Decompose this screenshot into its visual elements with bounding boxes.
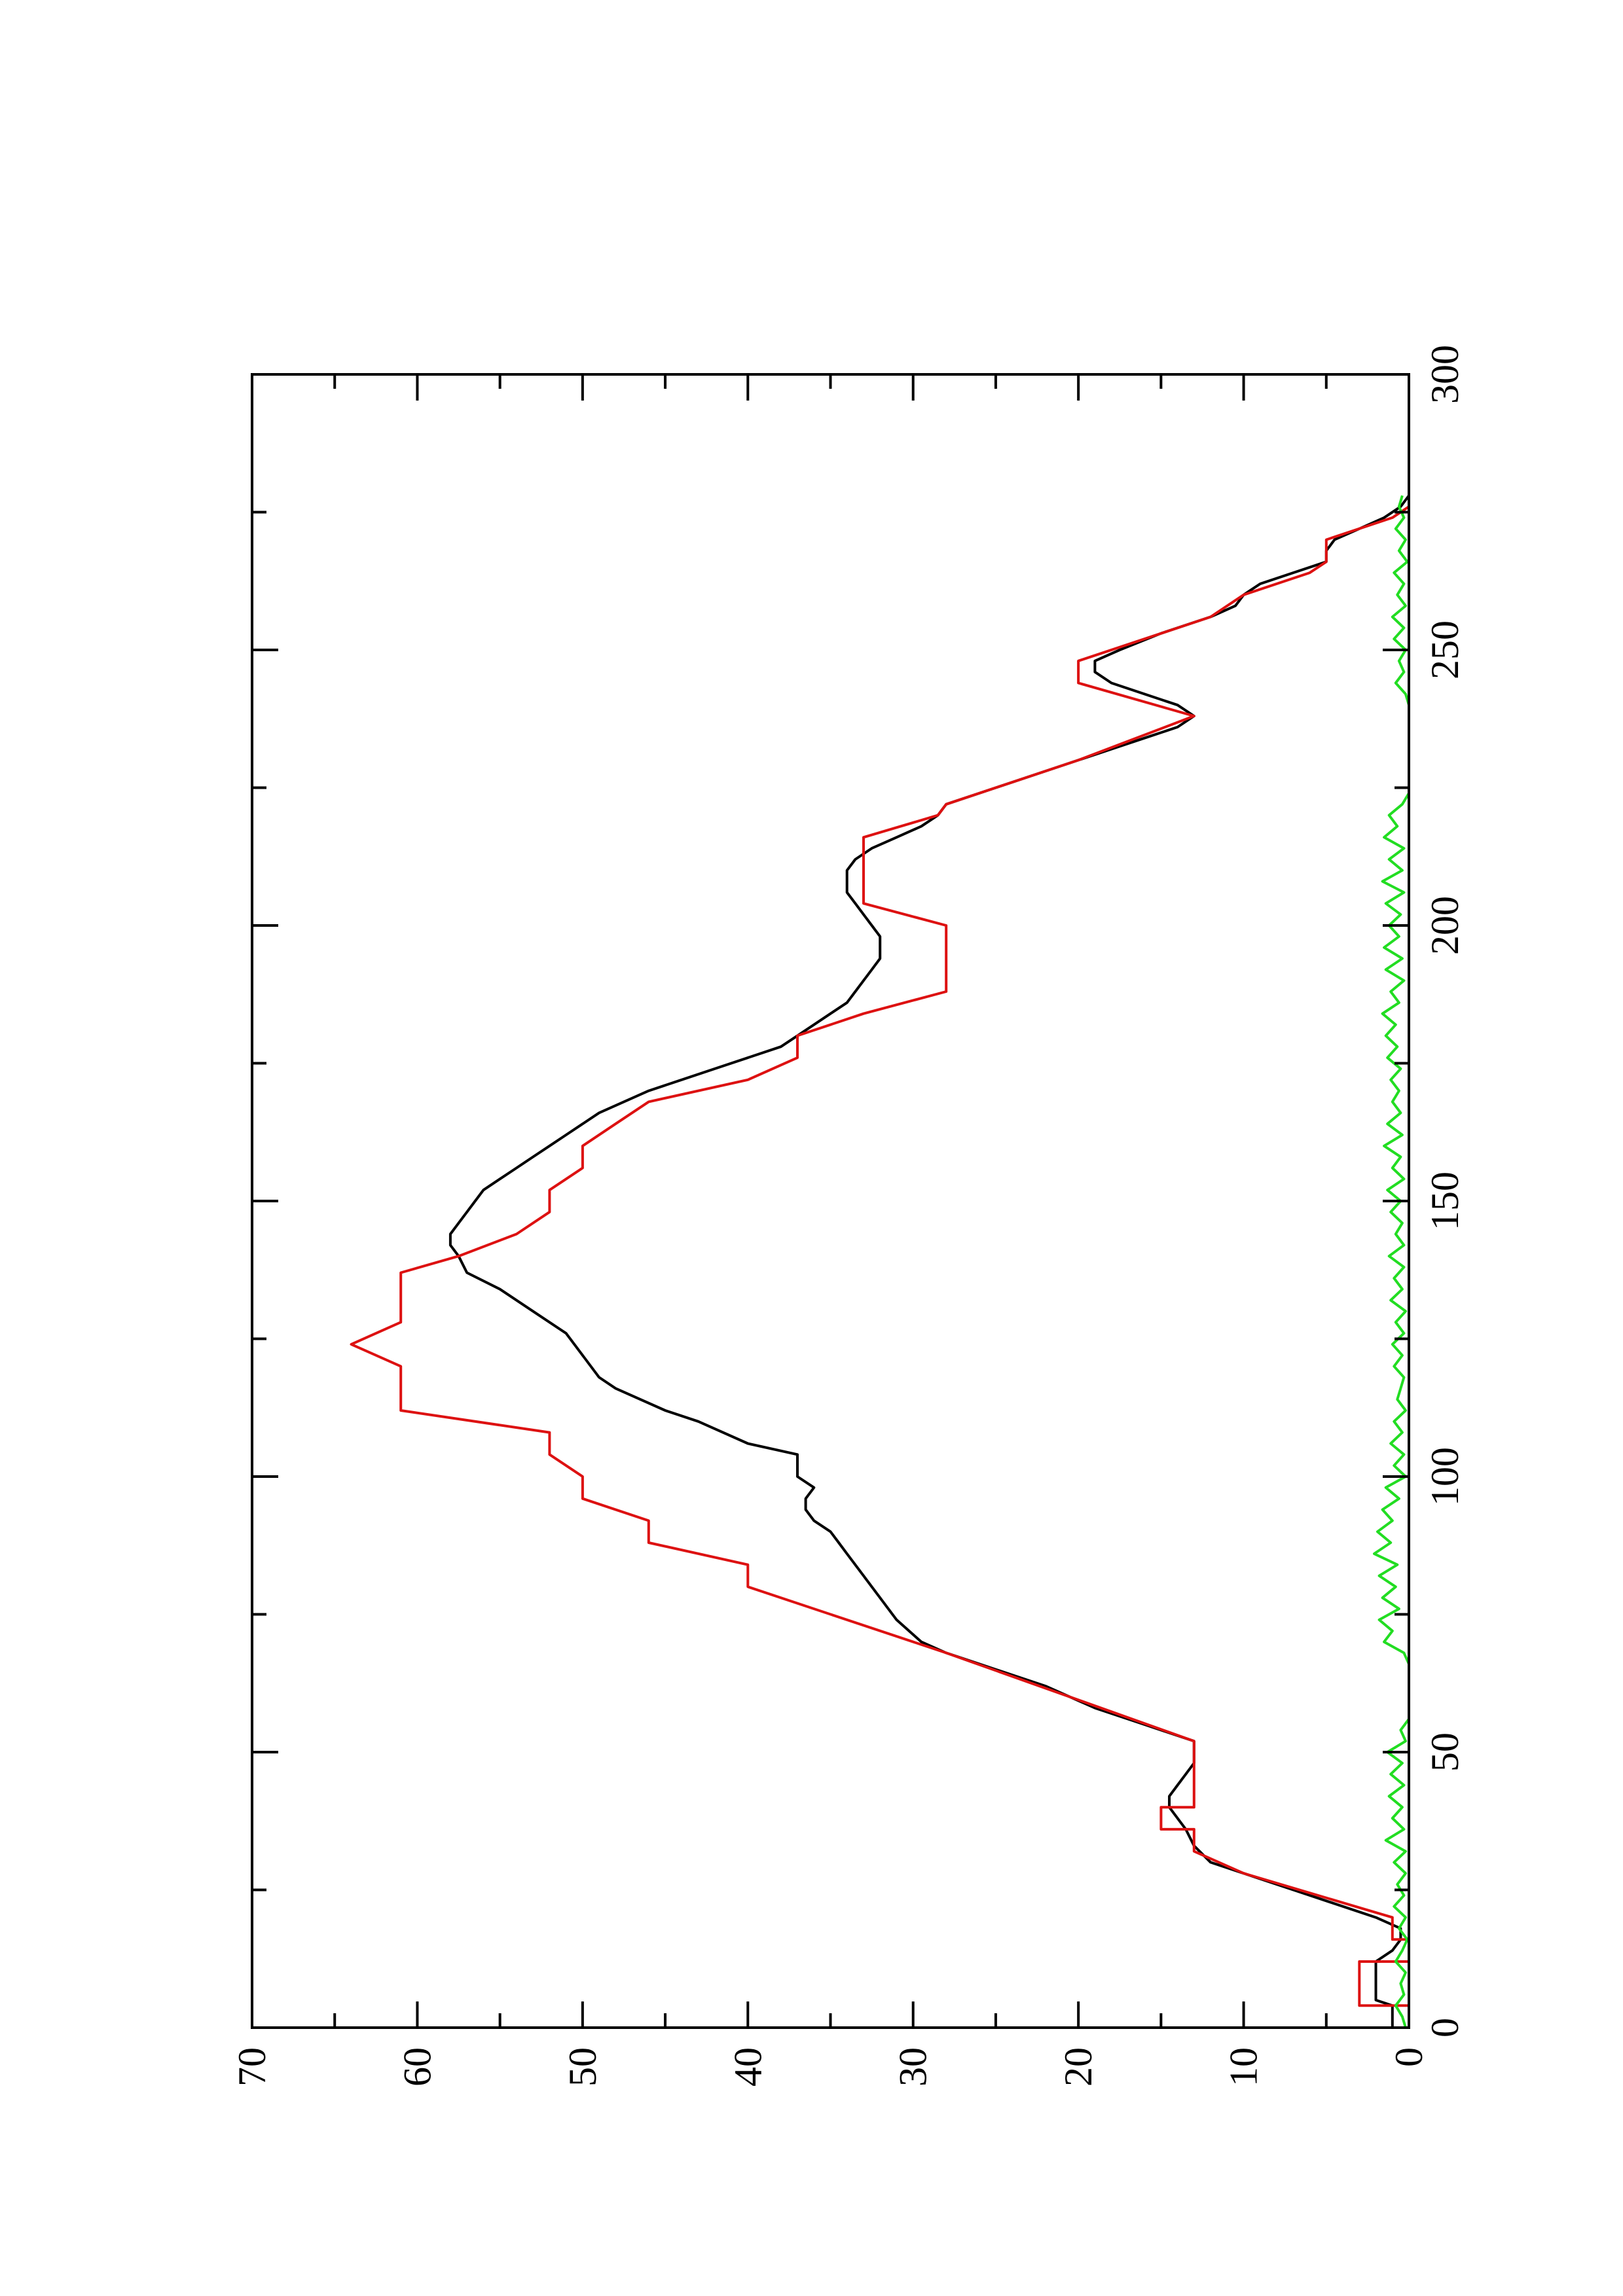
plot-frame [251, 373, 1410, 2029]
y-tick-label: 70 [230, 2047, 274, 2087]
y-tick-label: 20 [1057, 2047, 1100, 2087]
series-red-line [350, 495, 1410, 2028]
y-tick-label: 0 [1387, 2047, 1431, 2067]
y-tick-label: 30 [892, 2047, 935, 2087]
x-tick-label: 100 [1423, 1447, 1467, 1506]
series-layer [350, 495, 1410, 2028]
ticks-layer [251, 373, 1410, 2029]
y-tick-label: 60 [395, 2047, 439, 2087]
y-tick-label: 10 [1222, 2047, 1266, 2087]
series-black-line [448, 495, 1410, 2028]
y-tick-label: 50 [561, 2047, 604, 2087]
x-tick-label: 300 [1423, 345, 1467, 404]
x-tick-label: 50 [1423, 1732, 1467, 1772]
x-tick-label: 200 [1423, 896, 1467, 955]
tick-labels-layer: 0 50 100 150 200 250 300 0 10 20 30 40 50 60 70 [230, 345, 1467, 2087]
x-tick-label: 0 [1423, 2018, 1467, 2037]
x-tick-label: 250 [1423, 620, 1467, 679]
series-green-line [1373, 495, 1410, 2028]
y-tick-label: 40 [726, 2047, 769, 2087]
x-tick-label: 150 [1423, 1172, 1467, 1230]
